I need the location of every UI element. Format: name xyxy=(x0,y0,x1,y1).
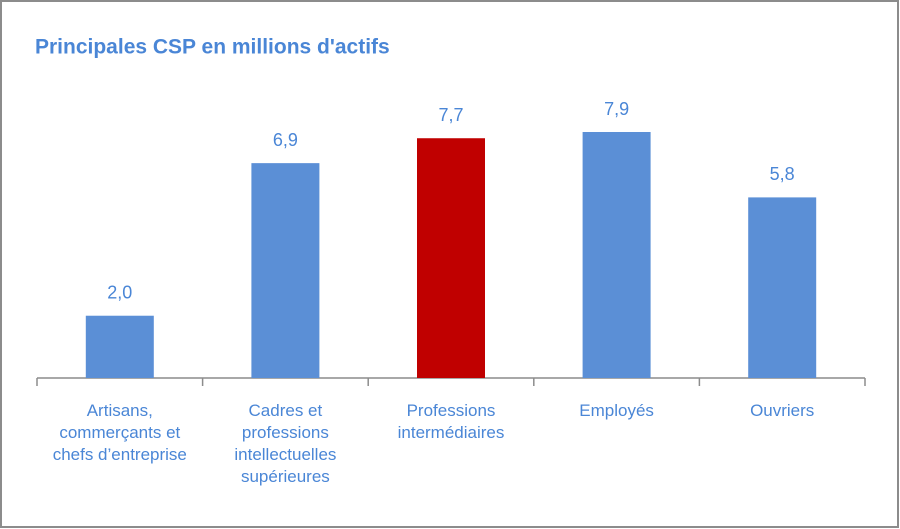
x-tick-label: Professions intermédiaires xyxy=(397,401,505,442)
x-tick-label: Artisans, commerçants et chefs d’entrepr… xyxy=(52,401,187,464)
chart-title: Principales CSP en millions d'actifs xyxy=(35,36,390,59)
value-label: 6,9 xyxy=(273,130,298,150)
value-label: 7,9 xyxy=(604,99,629,119)
x-tick-label: Cadres et professions intellectuelles su… xyxy=(234,401,337,486)
bar xyxy=(748,197,817,378)
value-label: 7,7 xyxy=(438,105,463,125)
bar xyxy=(251,163,320,378)
value-label: 2,0 xyxy=(107,282,132,302)
bar xyxy=(582,132,651,378)
bar xyxy=(85,315,154,378)
x-tick-label: Ouvriers xyxy=(750,401,815,420)
x-tick-label: Employés xyxy=(579,401,654,420)
value-label: 5,8 xyxy=(770,164,795,184)
bar xyxy=(417,138,485,378)
